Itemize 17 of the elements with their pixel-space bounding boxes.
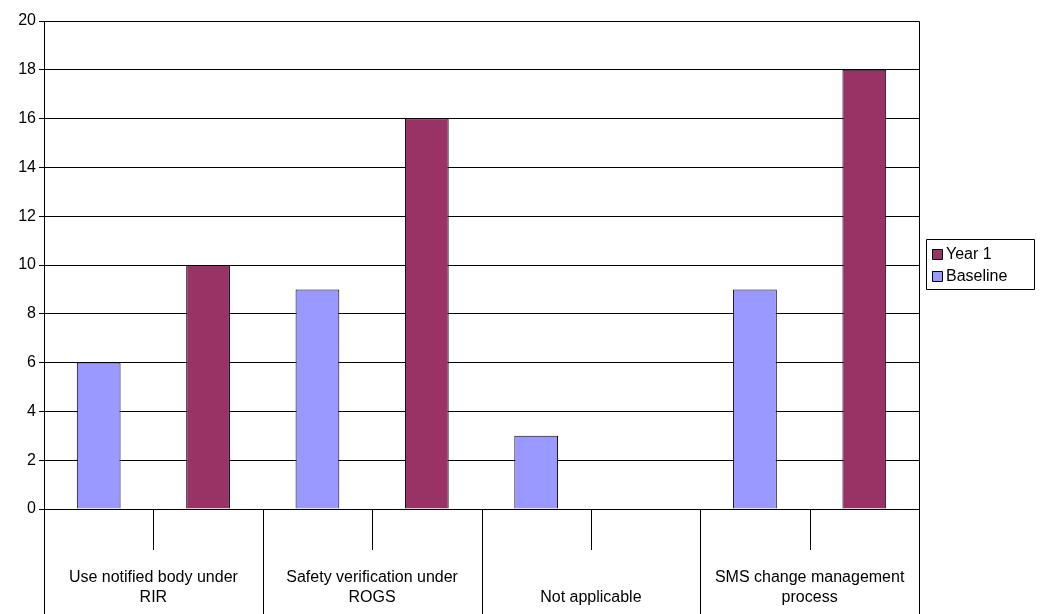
y-tick-label: 12 [18,206,37,224]
y-tick-label: 6 [27,353,37,371]
y-tick-label: 16 [18,109,37,127]
y-tick-label: 10 [18,255,37,273]
x-tick-label: Use notified body under RIR [68,568,239,606]
x-tick-label: SMS change management process [714,568,905,606]
x-tick-label: Safety verification under ROGS [286,568,459,606]
y-tick-label: 0 [27,499,37,517]
y-tick-label: 8 [27,304,37,322]
y-tick-label: 20 [18,11,37,29]
legend-label: Baseline [946,267,1008,285]
y-tick-label: 2 [27,450,37,468]
x-tick-label: Not applicable [540,588,642,606]
y-tick-label: 4 [27,401,37,419]
y-tick-label: 18 [18,60,37,78]
legend-label: Year 1 [946,245,992,263]
y-tick-label: 14 [18,157,37,175]
